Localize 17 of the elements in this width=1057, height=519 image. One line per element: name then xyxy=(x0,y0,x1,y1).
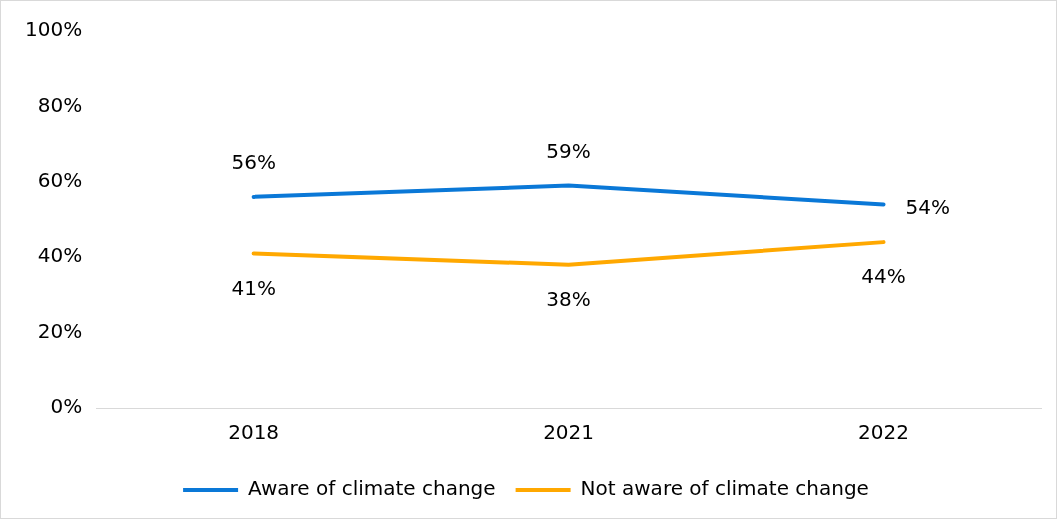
legend-label: Not aware of climate change xyxy=(580,476,869,501)
y-tick-label: 0% xyxy=(50,394,83,419)
y-tick-label: 100% xyxy=(24,17,83,42)
data-label: 41% xyxy=(231,275,276,300)
y-tick-label: 20% xyxy=(37,318,83,343)
data-label: 54% xyxy=(905,194,950,219)
x-tick-label: 2018 xyxy=(228,420,280,445)
y-tick-label: 60% xyxy=(37,168,83,192)
y-tick-label: 80% xyxy=(37,92,83,117)
x-tick-label: 2021 xyxy=(543,420,595,445)
x-tick-label: 2022 xyxy=(858,420,909,445)
data-label: 44% xyxy=(861,264,906,289)
legend-label: Aware of climate change xyxy=(248,476,496,501)
data-label: 56% xyxy=(231,150,276,175)
y-tick-label: 40% xyxy=(37,243,83,268)
data-label: 38% xyxy=(546,286,591,311)
data-label: 59% xyxy=(546,138,591,163)
